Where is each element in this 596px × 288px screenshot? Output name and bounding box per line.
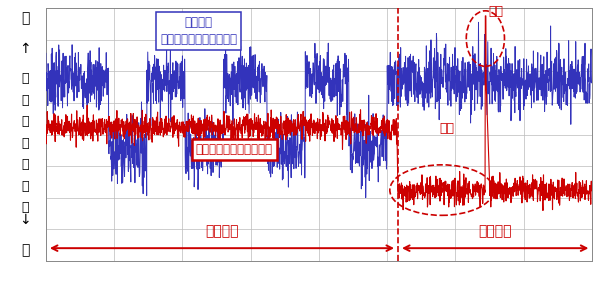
Text: 発破: 発破: [489, 5, 504, 18]
Text: ル: ル: [21, 180, 29, 193]
Text: 発破作業: 発破作業: [478, 224, 512, 238]
Text: ベ: ベ: [21, 158, 29, 171]
Text: カット＆クラッシュ工法: カット＆クラッシュ工法: [195, 143, 273, 156]
Text: 穿孔作業: 穿孔作業: [205, 224, 239, 238]
Text: 音: 音: [21, 115, 29, 128]
Text: 在来工法
（ブレーカによる破砕）: 在来工法 （ブレーカによる破砕）: [160, 16, 237, 46]
Text: ）: ）: [21, 201, 29, 214]
Text: 装薬: 装薬: [440, 122, 455, 134]
Text: ↑: ↑: [19, 42, 31, 56]
Text: （: （: [21, 73, 29, 86]
Text: ↓: ↓: [19, 213, 31, 228]
Text: 大: 大: [21, 12, 29, 25]
Text: 騒: 騒: [21, 94, 29, 107]
Text: 小: 小: [21, 244, 29, 258]
Text: レ: レ: [21, 137, 29, 150]
